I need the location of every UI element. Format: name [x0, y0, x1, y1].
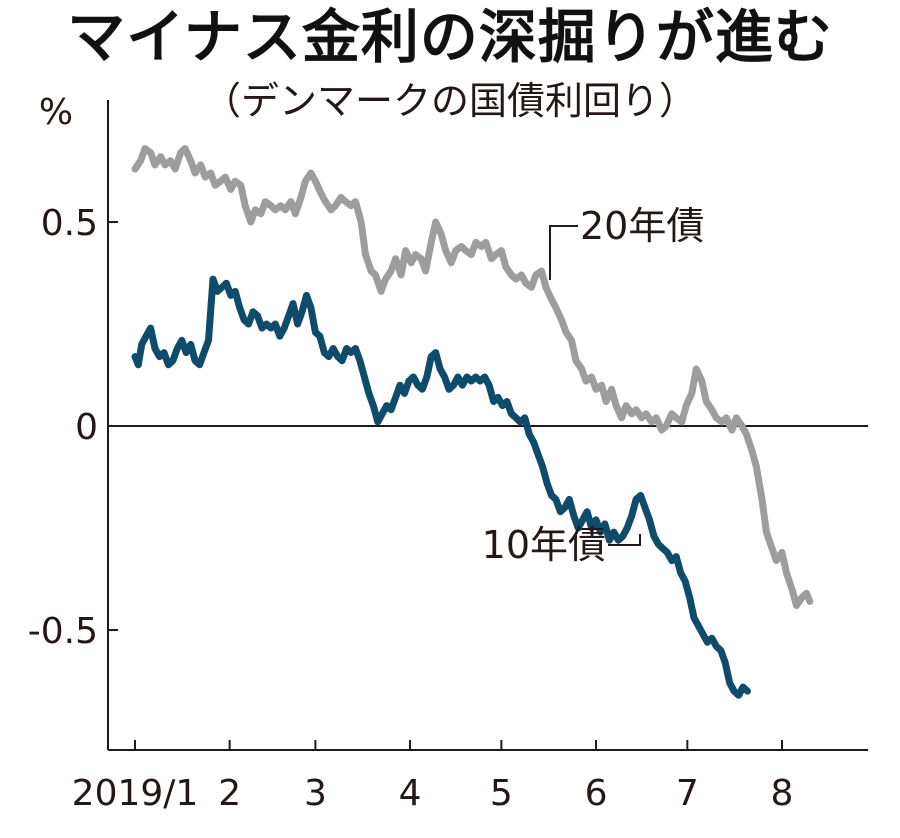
- series-label-10y: 10年債: [482, 523, 641, 567]
- x-tick-label: 6: [585, 773, 608, 814]
- series-label-20y-leader: [549, 225, 578, 280]
- y-tick-label: 0.5: [41, 203, 98, 244]
- series-line-20y: [131, 145, 814, 609]
- series-label-10y-text: 10年債: [482, 523, 606, 567]
- x-tick-label: 7: [676, 773, 699, 814]
- series-label-10y-leader: [608, 534, 641, 546]
- x-axis: 2019/1 2 3 4 5 6 7 8: [72, 740, 868, 814]
- y-tick-label: 0: [75, 407, 98, 448]
- x-tick-label: 2: [218, 773, 241, 814]
- y-axis-unit-label: %: [39, 92, 73, 133]
- x-tick-label: 2019/1: [72, 773, 199, 814]
- chart-subtitle: （デンマークの国債利回り）: [202, 79, 697, 123]
- x-tick-label: 3: [304, 773, 327, 814]
- series-line-10y: [131, 275, 751, 699]
- chart-title: マイナス金利の深掘りが進む: [67, 3, 833, 71]
- x-tick-label: 8: [771, 773, 794, 814]
- series-label-20y-text: 20年債: [580, 204, 704, 248]
- y-axis: 0.5 0 -0.5: [28, 100, 118, 750]
- series-lines: [131, 145, 814, 699]
- x-tick-label: 4: [399, 773, 422, 814]
- series-label-20y: 20年債: [549, 204, 704, 280]
- x-tick-label: 5: [490, 773, 513, 814]
- y-tick-label: -0.5: [28, 611, 98, 652]
